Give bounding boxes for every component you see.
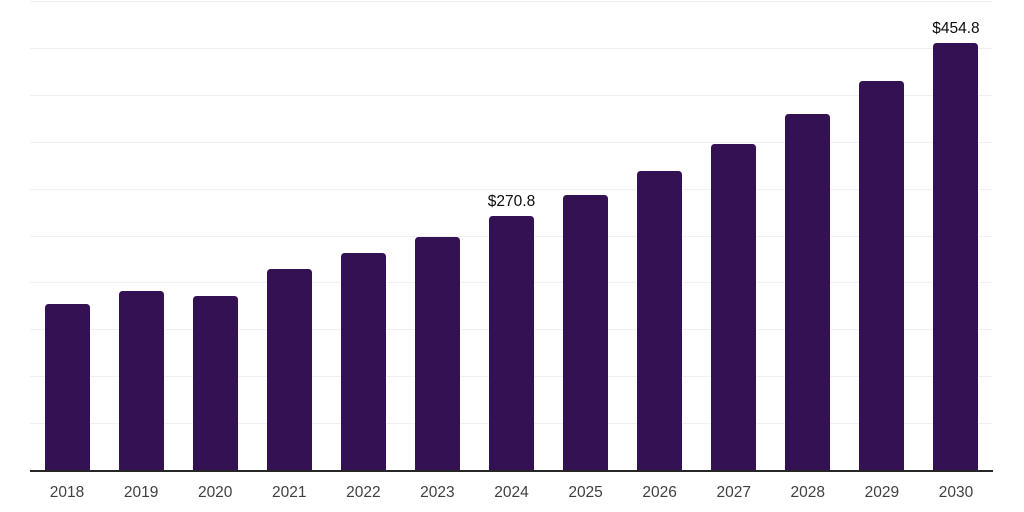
gridline-400 xyxy=(30,94,993,96)
x-tick-label-2023: 2023 xyxy=(420,484,455,501)
bar-2028 xyxy=(785,113,831,470)
bar-2020 xyxy=(192,296,238,470)
gridline-350 xyxy=(30,141,993,143)
bar-2030 xyxy=(933,43,979,470)
bar-2029 xyxy=(859,80,905,470)
x-tick-label-2020: 2020 xyxy=(197,484,233,501)
bar-2024 xyxy=(489,215,534,470)
bar-2021 xyxy=(266,268,312,470)
bar-2025 xyxy=(563,194,609,470)
bar-2019 xyxy=(118,291,164,470)
bar-2018 xyxy=(44,303,90,470)
gridline-450 xyxy=(30,47,993,49)
bar-2026 xyxy=(637,170,683,470)
gridline-500 xyxy=(30,1,993,2)
bar-2027 xyxy=(711,143,757,470)
gridline-300 xyxy=(30,188,993,190)
x-tick-label-2029: 2029 xyxy=(864,484,900,501)
x-tick-label-2030: 2030 xyxy=(938,484,974,501)
x-tick-label-2024: 2024 xyxy=(494,484,529,501)
bar-2022 xyxy=(340,253,386,470)
bar-value-label-2024: $270.8 xyxy=(487,192,536,210)
x-tick-label-2022: 2022 xyxy=(346,484,381,501)
x-tick-label-2018: 2018 xyxy=(49,484,85,501)
x-tick-label-2025: 2025 xyxy=(568,484,603,501)
bar-2023 xyxy=(414,237,460,470)
x-tick-label-2028: 2028 xyxy=(790,484,826,501)
x-tick-label-2026: 2026 xyxy=(642,484,677,501)
x-tick-label-2027: 2027 xyxy=(716,484,751,501)
x-tick-label-2021: 2021 xyxy=(272,484,307,501)
bar-value-label-2030: $454.8 xyxy=(932,20,980,38)
x-tick-label-2019: 2019 xyxy=(123,484,159,501)
x-axis-line xyxy=(30,470,993,472)
